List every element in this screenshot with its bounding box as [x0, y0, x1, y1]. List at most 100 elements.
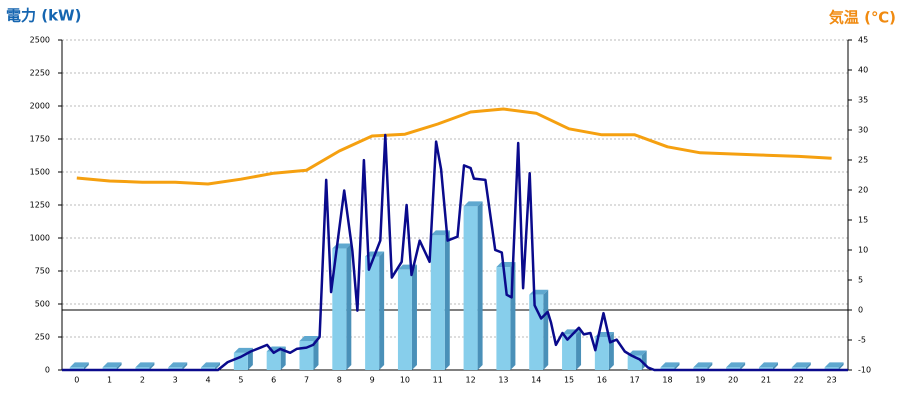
y2-tick-label: 35: [858, 96, 868, 105]
y2-axis-title: 気温 (℃): [829, 9, 896, 27]
bar-side: [477, 201, 483, 370]
bar-side: [740, 362, 746, 370]
bar: [135, 367, 150, 370]
x-tick-label: 9: [370, 376, 375, 385]
y2-tick-label: -10: [858, 366, 871, 375]
y2-tick-label: 15: [858, 216, 868, 225]
y-tick-label: 2250: [30, 69, 50, 78]
bar-side: [280, 346, 286, 370]
bar-top: [791, 362, 811, 368]
bar-top: [627, 350, 647, 356]
bar-top: [496, 262, 516, 268]
x-tick-label: 17: [630, 376, 640, 385]
y-tick-label: 1750: [30, 135, 50, 144]
bar: [496, 267, 511, 370]
y-tick-label: 2000: [30, 102, 50, 111]
bar-top: [102, 362, 122, 368]
bar-side: [346, 243, 352, 370]
x-tick-label: 6: [271, 376, 276, 385]
x-tick-label: 19: [695, 376, 705, 385]
x-tick-label: 22: [794, 376, 804, 385]
x-tick-label: 12: [465, 376, 475, 385]
bar: [365, 256, 380, 370]
x-tick-label: 1: [107, 376, 112, 385]
bar: [594, 337, 609, 370]
bar: [726, 367, 741, 370]
bar-side: [707, 362, 713, 370]
bar-side: [674, 362, 680, 370]
x-tick-label: 2: [140, 376, 145, 385]
bar-side: [772, 362, 778, 370]
y-tick-label: 250: [35, 333, 50, 342]
bar-side: [838, 362, 844, 370]
x-tick-label: 0: [74, 376, 79, 385]
bar: [102, 367, 117, 370]
bar-side: [411, 264, 417, 370]
bar-side: [805, 362, 811, 370]
x-tick-label: 21: [761, 376, 771, 385]
bar: [201, 367, 216, 370]
bar: [266, 351, 281, 370]
bar-side: [116, 362, 122, 370]
bar-side: [543, 289, 549, 370]
y2-tick-label: 0: [858, 306, 863, 315]
bar: [332, 248, 347, 370]
y-tick-label: 500: [35, 300, 50, 309]
x-tick-label: 13: [498, 376, 508, 385]
y-axis-title: 電力 (kW): [6, 7, 81, 25]
y2-tick-label: 5: [858, 276, 863, 285]
y2-tick-label: -5: [858, 336, 866, 345]
x-tick-label: 20: [728, 376, 738, 385]
x-tick-label: 23: [826, 376, 836, 385]
x-tick-label: 15: [564, 376, 574, 385]
x-tick-label: 14: [531, 376, 541, 385]
y2-tick-label: 10: [858, 246, 868, 255]
y-tick-label: 2500: [30, 36, 50, 45]
bar: [168, 367, 183, 370]
bar-side: [215, 362, 221, 370]
bar-top: [430, 230, 450, 236]
x-tick-label: 18: [662, 376, 672, 385]
bar-top: [135, 362, 155, 368]
bar-top: [758, 362, 778, 368]
bar: [824, 367, 839, 370]
y-tick-label: 0: [45, 366, 50, 375]
x-tick-label: 16: [597, 376, 607, 385]
y2-tick-label: 25: [858, 156, 868, 165]
bar: [660, 367, 675, 370]
bar-side: [182, 362, 188, 370]
y-tick-label: 750: [35, 267, 50, 276]
bar-top: [299, 335, 319, 341]
bar: [562, 334, 577, 370]
bar-side: [83, 362, 89, 370]
y-tick-label: 1500: [30, 168, 50, 177]
bar-top: [726, 362, 746, 368]
bar-side: [576, 329, 582, 370]
x-tick-label: 5: [238, 376, 243, 385]
bar: [397, 269, 412, 370]
bar: [791, 367, 806, 370]
temperature-line: [76, 107, 832, 186]
bar: [430, 235, 445, 370]
bar-side: [444, 230, 450, 370]
bar-top: [201, 362, 221, 368]
x-tick-label: 10: [400, 376, 410, 385]
bar-top: [69, 362, 89, 368]
y-tick-label: 1000: [30, 234, 50, 243]
bar: [69, 367, 84, 370]
bar: [463, 206, 478, 370]
bar-side: [149, 362, 155, 370]
bar: [758, 367, 773, 370]
y2-tick-label: 30: [858, 126, 868, 135]
y2-tick-label: 40: [858, 66, 868, 75]
x-tick-label: 11: [433, 376, 443, 385]
power-detail-line: [62, 133, 848, 372]
bar-top: [168, 362, 188, 368]
bar-side: [379, 251, 385, 370]
bar-top: [824, 362, 844, 368]
y2-tick-label: 45: [858, 36, 868, 45]
x-tick-label: 4: [205, 376, 210, 385]
y2-tick-label: 20: [858, 186, 868, 195]
x-tick-label: 7: [304, 376, 309, 385]
